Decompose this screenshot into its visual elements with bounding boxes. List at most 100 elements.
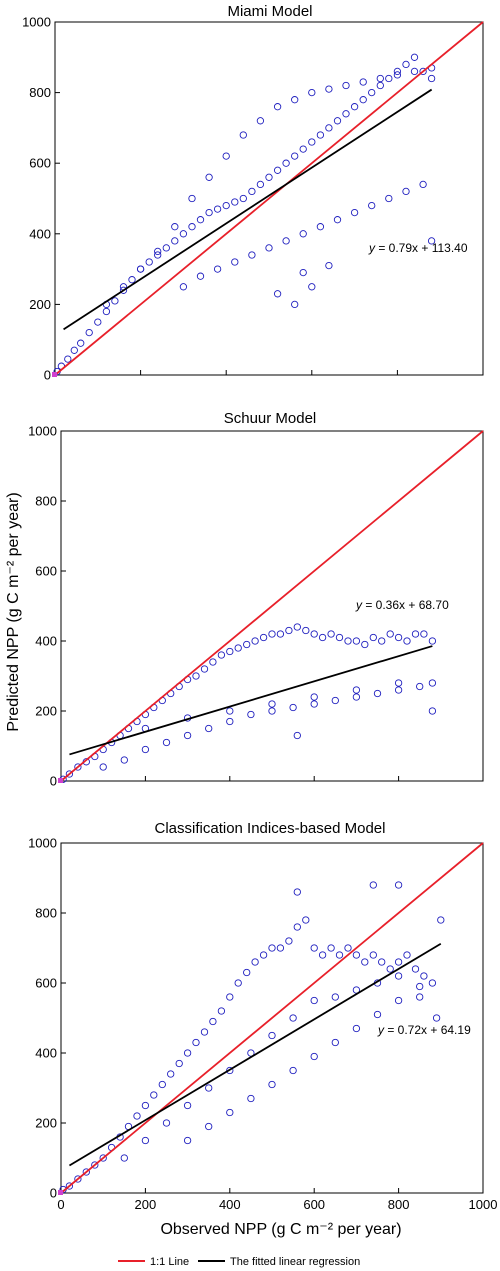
data-point — [200, 1028, 209, 1036]
data-point — [373, 689, 382, 698]
data-point — [282, 237, 290, 245]
data-point — [111, 297, 119, 305]
data-point — [386, 630, 394, 638]
y-tick-label: 200 — [29, 297, 51, 312]
data-point — [331, 1038, 339, 1047]
y-tick-label: 0 — [50, 774, 57, 789]
data-point — [291, 96, 299, 104]
x-tick-label: 200 — [135, 1197, 157, 1212]
data-point — [239, 194, 247, 203]
y-tick-label: 400 — [35, 634, 57, 649]
data-point — [316, 131, 325, 139]
data-point — [419, 67, 427, 76]
data-point — [325, 124, 333, 132]
data-point — [368, 201, 376, 210]
data-point — [385, 194, 393, 203]
data-point — [183, 1136, 192, 1145]
data-point — [188, 194, 196, 203]
data-point — [416, 993, 424, 1001]
regression-equation: y = 0.79x + 113.40 — [368, 241, 468, 255]
data-point — [259, 633, 268, 642]
data-point — [179, 283, 188, 291]
plot-frame — [60, 842, 484, 1194]
data-point — [65, 1182, 74, 1190]
scatter-points — [59, 623, 437, 783]
data-point — [183, 731, 192, 740]
data-point — [85, 328, 93, 337]
data-point — [331, 993, 339, 1001]
data-point — [376, 81, 384, 90]
data-point — [268, 707, 276, 715]
data-point — [344, 944, 352, 952]
data-point — [183, 1101, 192, 1110]
data-point — [410, 67, 419, 76]
data-point — [318, 951, 327, 959]
data-point — [128, 276, 136, 284]
data-point — [265, 244, 273, 252]
data-point — [175, 1059, 183, 1068]
data-point — [226, 717, 234, 726]
data-point — [293, 923, 301, 931]
data-point — [119, 286, 128, 294]
data-point — [427, 74, 436, 83]
y-tick-label: 800 — [35, 906, 57, 921]
data-point — [368, 88, 376, 97]
data-point — [133, 1112, 141, 1120]
data-point — [428, 979, 437, 987]
data-point — [289, 1066, 297, 1075]
data-point — [205, 173, 213, 181]
data-point — [77, 339, 85, 347]
data-point — [316, 223, 325, 231]
data-point — [273, 166, 282, 174]
data-point — [196, 272, 205, 280]
data-point — [386, 965, 394, 973]
data-point — [196, 216, 205, 224]
data-point — [259, 951, 268, 959]
data-point — [291, 300, 299, 309]
data-point — [352, 686, 361, 694]
regression-equation: y = 0.72x + 64.19 — [377, 1023, 471, 1037]
data-point — [248, 251, 256, 259]
data-point — [276, 630, 285, 638]
panel-title: Miami Model — [227, 3, 312, 20]
data-point — [251, 958, 259, 966]
data-point — [99, 763, 107, 771]
data-point — [239, 131, 247, 139]
data-point — [411, 630, 420, 638]
data-point — [282, 159, 290, 167]
regression-equation: y = 0.36x + 68.70 — [355, 598, 449, 612]
data-point — [310, 700, 318, 708]
data-point — [403, 637, 411, 645]
data-point — [248, 187, 256, 196]
data-point — [325, 261, 333, 270]
data-point — [171, 223, 179, 231]
x-tick-label: 0 — [57, 1197, 64, 1212]
data-point — [350, 208, 359, 217]
data-point — [154, 251, 162, 259]
data-point — [205, 1122, 213, 1131]
y-tick-label: 800 — [29, 85, 51, 100]
y-tick-label: 400 — [35, 1046, 57, 1061]
data-point — [293, 888, 301, 896]
data-point — [167, 1070, 175, 1078]
scatter-points — [59, 881, 445, 1194]
data-point — [394, 958, 403, 966]
one-to-one-line — [60, 430, 484, 782]
regression-line — [69, 645, 433, 756]
data-point — [394, 881, 403, 889]
data-point — [342, 81, 350, 90]
data-point — [188, 223, 196, 231]
legend-label-regression: The fitted linear regression — [230, 1256, 360, 1268]
data-point — [325, 85, 333, 93]
data-point — [420, 972, 428, 980]
data-point — [310, 1052, 318, 1061]
data-point — [289, 1014, 297, 1022]
panel-title: Schuur Model — [224, 410, 317, 427]
data-point — [141, 1136, 150, 1145]
data-point — [331, 696, 339, 705]
data-point — [393, 71, 402, 79]
data-point — [393, 67, 402, 76]
data-point — [394, 633, 403, 642]
y-tick-label: 1000 — [28, 424, 57, 439]
data-point — [310, 693, 318, 701]
